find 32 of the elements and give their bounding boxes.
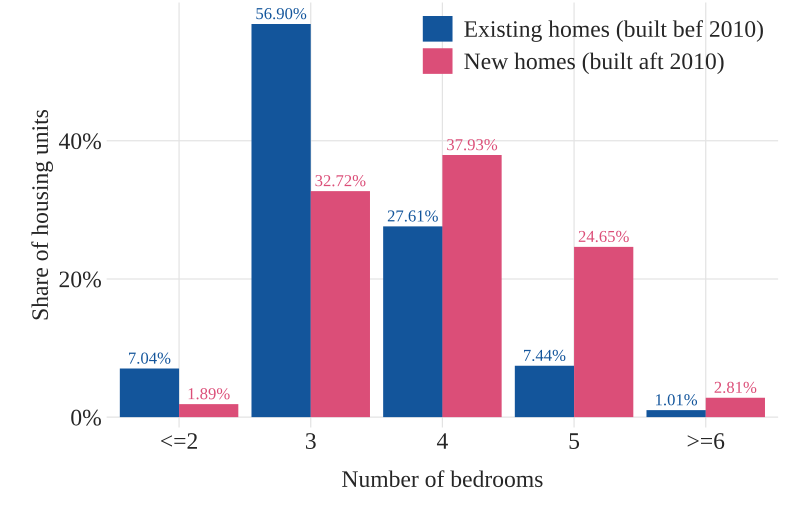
data-label: 32.72% <box>315 175 366 186</box>
x-tick-label: >=6 <box>688 433 724 449</box>
data-label: 24.65% <box>578 230 629 242</box>
bar <box>514 366 574 418</box>
bar <box>251 24 311 418</box>
data-label: 37.93% <box>447 139 498 150</box>
bar <box>120 368 180 418</box>
data-label: 1.89% <box>188 388 230 400</box>
bar <box>574 246 634 418</box>
y-tick-label: 20% <box>60 271 101 288</box>
data-label: 56.90% <box>256 8 306 20</box>
bar <box>310 191 370 418</box>
bar <box>442 155 502 418</box>
bar <box>706 398 765 418</box>
data-label: 7.04% <box>129 352 170 364</box>
bar <box>179 404 238 418</box>
data-label: 1.01% <box>656 394 698 406</box>
x-axis-title: Number of bedrooms <box>342 470 543 488</box>
bar <box>646 410 706 418</box>
y-axis-title: Share of housing units <box>31 110 53 320</box>
y-tick-label: 0% <box>71 410 101 426</box>
data-label: 2.81% <box>714 382 756 394</box>
x-tick-label: 5 <box>570 433 580 449</box>
legend-label: New homes (built aft 2010) <box>464 52 724 74</box>
data-label: 27.61% <box>388 210 438 222</box>
x-tick-label: 4 <box>436 433 448 449</box>
x-tick-label: 3 <box>306 433 316 449</box>
bar <box>383 226 442 418</box>
data-label: 7.44% <box>524 350 566 362</box>
x-tick-label: <=2 <box>161 433 197 449</box>
y-tick-label: 40% <box>58 133 101 150</box>
legend-label: Existing homes (built bef 2010) <box>464 20 763 42</box>
